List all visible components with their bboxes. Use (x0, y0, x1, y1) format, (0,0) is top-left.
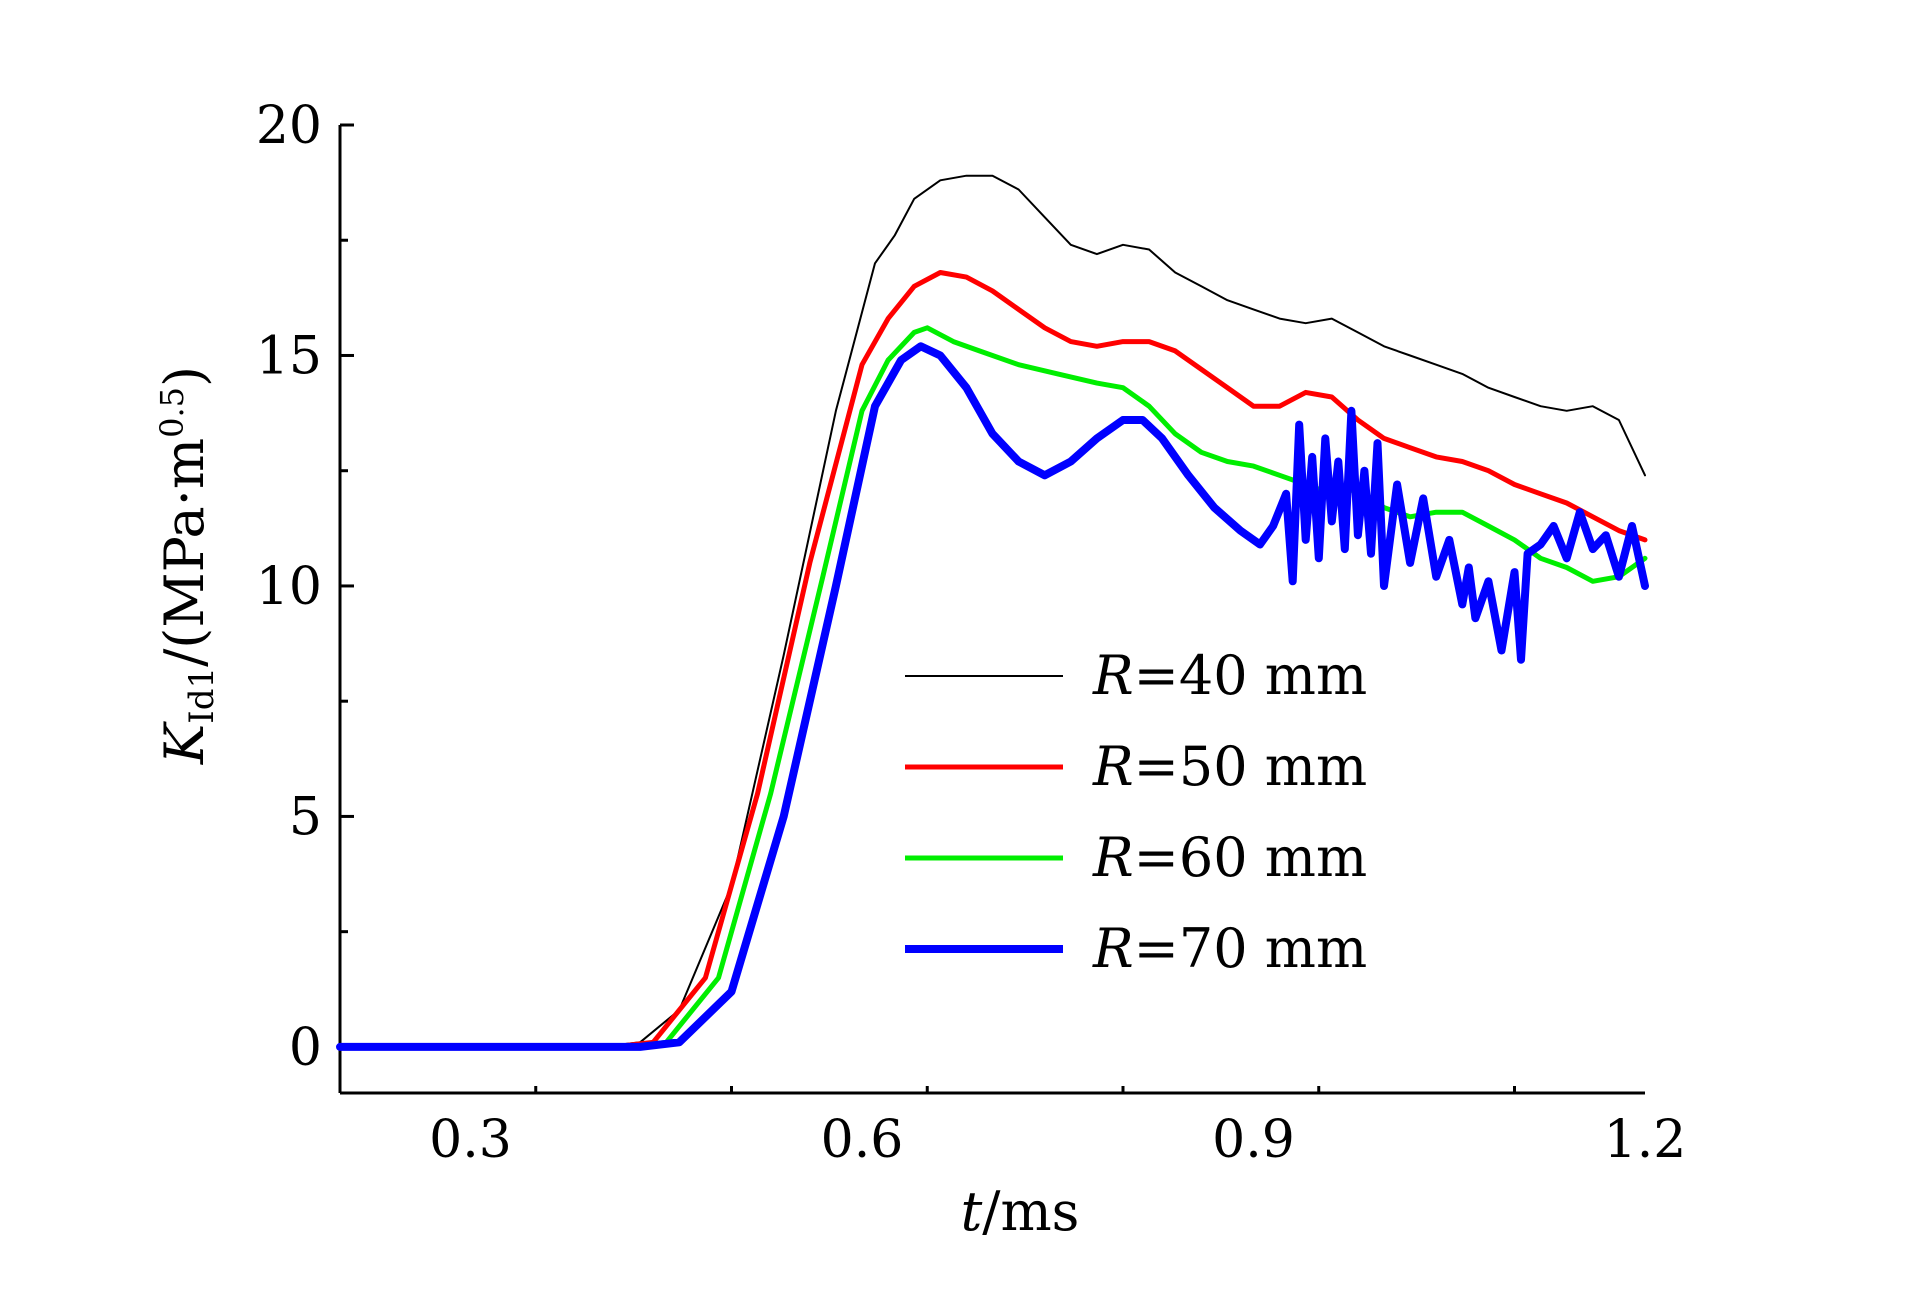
y-axis-unit-post: ) (153, 366, 216, 387)
x-tick-label: 0.9 (1212, 1110, 1295, 1170)
y-axis-unit-sup: 0.5 (153, 387, 191, 438)
x-tick-label: 1.2 (1604, 1110, 1687, 1170)
x-axis-unit: /ms (982, 1180, 1079, 1243)
legend-label-value: =50 mm (1134, 735, 1368, 798)
y-axis-unit-pre: /(MPa·m (153, 438, 216, 667)
y-axis-sub: Id1 (182, 667, 222, 724)
y-tick-label: 0 (289, 1018, 322, 1078)
series-group (336, 174, 1649, 1051)
ticks: 0.3 0.6 0.9 1.2 0 5 10 15 20 (256, 96, 1687, 1170)
y-tick-label: 5 (289, 787, 322, 847)
legend-label-var: R (1092, 826, 1134, 889)
legend-label-value: =70 mm (1134, 917, 1368, 980)
y-tick-label: 10 (256, 557, 322, 617)
legend-label-value: =40 mm (1134, 644, 1368, 707)
legend-label-1: R=40 mm (1092, 644, 1367, 707)
legend-label-var: R (1092, 644, 1134, 707)
series-line-3 (337, 325, 1648, 1050)
series-line-4 (336, 342, 1649, 1051)
legend-label-var: R (1092, 917, 1134, 980)
y-tick-label: 15 (256, 326, 322, 386)
series-line-1 (339, 174, 1646, 1048)
legend: R=40 mmR=50 mmR=60 mmR=70 mm (905, 644, 1367, 980)
x-tick-label: 0.6 (821, 1110, 904, 1170)
legend-label-4: R=70 mm (1092, 917, 1367, 980)
x-axis-title: t/ms (961, 1180, 1080, 1243)
legend-label-3: R=60 mm (1092, 826, 1367, 889)
series-line-2 (337, 270, 1648, 1050)
legend-label-var: R (1092, 735, 1134, 798)
legend-label-2: R=50 mm (1092, 735, 1367, 798)
y-axis-var: K (153, 721, 216, 765)
x-axis-var: t (961, 1180, 983, 1243)
y-axis-title: KId1/(MPa·m0.5) (153, 366, 222, 765)
y-tick-label: 20 (256, 96, 322, 156)
legend-label-value: =60 mm (1134, 826, 1368, 889)
x-tick-label: 0.3 (429, 1110, 512, 1170)
